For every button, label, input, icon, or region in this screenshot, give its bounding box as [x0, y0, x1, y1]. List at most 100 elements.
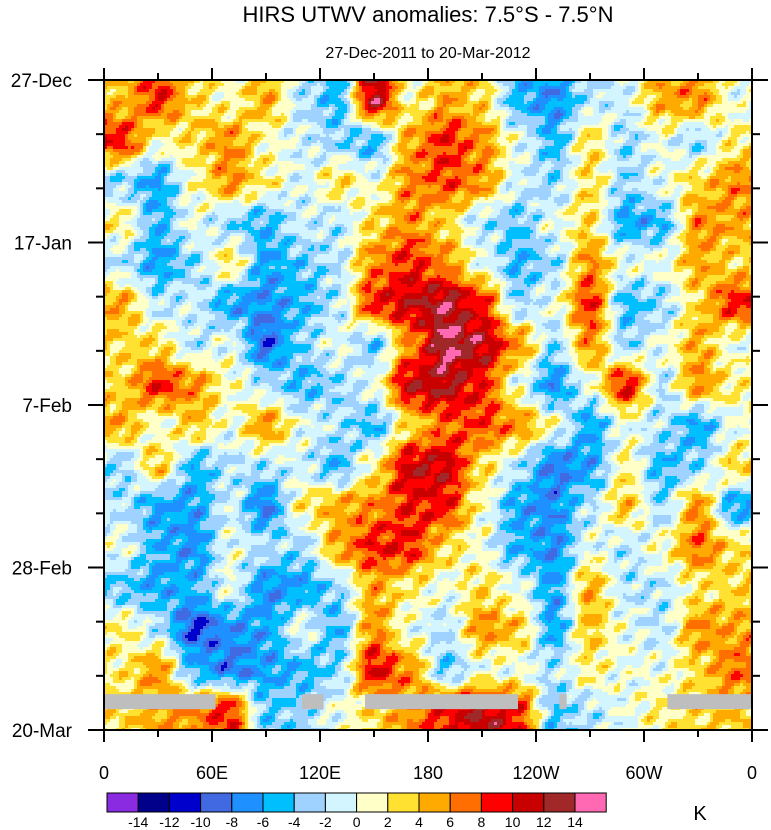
heatmap-cell: [311, 146, 320, 150]
heatmap-cell: [104, 173, 110, 177]
heatmap-cell: [200, 197, 206, 201]
heatmap-cell: [356, 194, 371, 198]
heatmap-cell: [740, 92, 746, 96]
heatmap-cell: [341, 284, 347, 288]
heatmap-cell: [299, 92, 305, 96]
heatmap-cell: [266, 242, 278, 246]
heatmap-cell: [671, 218, 677, 222]
heatmap-cell: [281, 257, 287, 261]
heatmap-cell: [245, 197, 257, 201]
heatmap-cell: [251, 161, 254, 165]
heatmap-cell: [578, 134, 581, 138]
heatmap-cell: [593, 173, 614, 177]
heatmap-cell: [104, 146, 107, 150]
heatmap-cell: [431, 233, 434, 237]
heatmap-cell: [542, 221, 554, 225]
heatmap-cell: [236, 134, 239, 138]
heatmap-cell: [449, 125, 461, 129]
heatmap-cell: [266, 245, 278, 249]
heatmap-cell: [458, 224, 464, 228]
heatmap-cell: [104, 101, 110, 105]
heatmap-cell: [158, 92, 167, 96]
heatmap-cell: [533, 230, 536, 234]
heatmap-cell: [539, 167, 551, 171]
heatmap-cell: [707, 149, 716, 153]
heatmap-cell: [614, 215, 617, 219]
heatmap-cell: [617, 155, 623, 159]
heatmap-cell: [566, 155, 581, 159]
heatmap-cell: [614, 173, 617, 177]
heatmap-cell: [323, 215, 332, 219]
heatmap-cell: [731, 89, 737, 93]
heatmap-cell: [590, 101, 599, 105]
heatmap-cell: [236, 221, 242, 225]
heatmap-cell: [500, 209, 509, 213]
heatmap-cell: [602, 134, 608, 138]
heatmap-cell: [206, 173, 212, 177]
heatmap-cell: [626, 269, 632, 273]
heatmap-cell: [125, 284, 131, 288]
heatmap-cell: [473, 146, 476, 150]
heatmap-cell: [371, 176, 380, 180]
heatmap-cell: [539, 203, 557, 207]
heatmap-cell: [404, 128, 407, 132]
heatmap-cell: [326, 155, 332, 159]
heatmap-cell: [353, 101, 359, 105]
heatmap-cell: [104, 275, 107, 279]
heatmap-cell: [293, 152, 302, 156]
heatmap-cell: [125, 176, 137, 180]
heatmap-cell: [440, 185, 443, 189]
heatmap-cell: [362, 272, 365, 276]
heatmap-cell: [494, 185, 497, 189]
heatmap-cell: [551, 248, 560, 252]
heatmap-cell: [635, 224, 647, 228]
heatmap-cell: [593, 221, 596, 225]
heatmap-cell: [557, 236, 560, 240]
heatmap-cell: [407, 212, 416, 216]
heatmap-cell: [299, 266, 305, 270]
heatmap-cell: [428, 80, 434, 84]
heatmap-cell: [569, 194, 572, 198]
heatmap-cell: [647, 278, 653, 282]
heatmap-cell: [260, 209, 266, 213]
heatmap-cell: [128, 242, 131, 246]
heatmap-cell: [134, 152, 140, 156]
heatmap-cell: [110, 179, 122, 183]
heatmap-cell: [629, 176, 644, 180]
heatmap-cell: [479, 98, 491, 102]
heatmap-cell: [647, 284, 656, 288]
heatmap-cell: [671, 209, 677, 213]
heatmap-cell: [146, 194, 152, 198]
heatmap-cell: [356, 284, 359, 288]
heatmap-cell: [257, 200, 287, 204]
heatmap-cell: [734, 146, 743, 150]
heatmap-cell: [299, 80, 305, 84]
heatmap-cell: [548, 179, 557, 183]
heatmap-cell: [173, 137, 182, 141]
heatmap-cell: [731, 128, 752, 132]
heatmap-cell: [656, 224, 662, 228]
heatmap-cell: [476, 164, 482, 168]
heatmap-cell: [254, 140, 260, 144]
heatmap-cell: [263, 212, 275, 216]
heatmap-cell: [587, 275, 593, 279]
heatmap-cell: [482, 149, 494, 153]
heatmap-cell: [500, 179, 503, 183]
heatmap-cell: [509, 164, 530, 168]
heatmap-cell: [506, 119, 545, 123]
heatmap-cell: [542, 275, 545, 279]
heatmap-cell: [362, 80, 365, 84]
heatmap-cell: [104, 269, 107, 273]
heatmap-cell: [695, 143, 701, 147]
heatmap-cell: [632, 95, 638, 99]
heatmap-cell: [188, 182, 227, 186]
heatmap-cell: [671, 110, 695, 114]
heatmap-cell: [383, 101, 386, 105]
heatmap-cell: [308, 275, 314, 279]
heatmap-cell: [485, 221, 488, 225]
heatmap-cell: [119, 269, 134, 273]
heatmap-cell: [485, 164, 488, 168]
heatmap-cell: [725, 263, 728, 267]
heatmap-cell: [725, 230, 752, 234]
heatmap-cell: [692, 101, 698, 105]
